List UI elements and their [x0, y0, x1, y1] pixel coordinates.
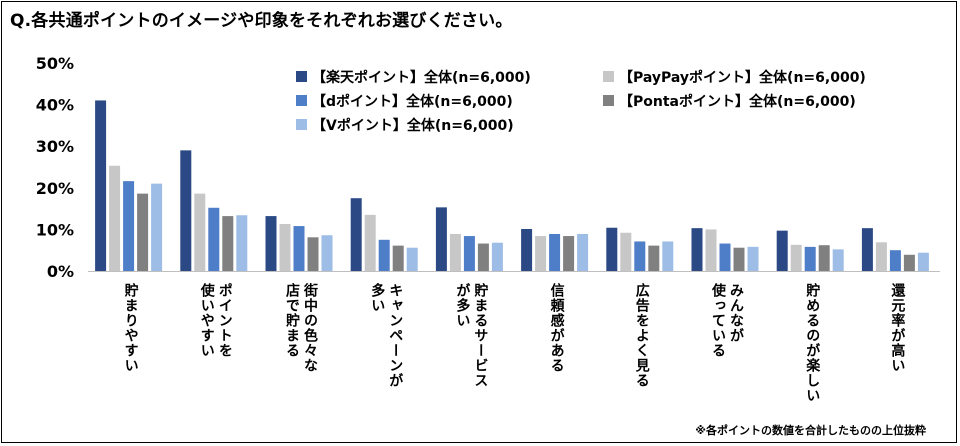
x-category-label: ポイントを 使いやすい — [198, 283, 233, 358]
x-category-label: 貯まりやすい — [122, 283, 139, 373]
question-title: Q.各共通ポイントのイメージや印象をそれぞれお選びください。 — [10, 11, 513, 31]
bar — [606, 227, 618, 271]
bar — [180, 150, 192, 271]
bar — [620, 232, 632, 271]
bar — [208, 207, 220, 271]
legend-swatch — [296, 71, 307, 82]
x-category-label: みんなが 使っている — [710, 283, 744, 358]
bar — [435, 207, 447, 271]
bar — [903, 254, 915, 271]
bar — [350, 198, 362, 271]
bar — [321, 235, 333, 271]
y-tick-label: 40% — [36, 96, 74, 115]
bar — [449, 233, 461, 271]
bar — [804, 246, 816, 271]
bar — [265, 216, 277, 271]
bar — [719, 243, 731, 271]
legend-label: 【Pontaポイント】全体(n=6,000) — [619, 93, 856, 110]
x-category-label: 貯めるのが楽しい — [804, 283, 821, 403]
bar — [491, 242, 503, 271]
bar — [279, 223, 291, 271]
bar — [194, 193, 206, 271]
x-category-label: 貯まるサービス が多い — [454, 283, 489, 388]
bar — [151, 183, 163, 271]
legend-swatch — [296, 119, 307, 130]
bar — [889, 250, 901, 271]
y-tick-label: 30% — [36, 137, 74, 156]
bar — [776, 230, 788, 271]
bar — [662, 241, 674, 271]
bar — [521, 228, 533, 271]
bar — [861, 228, 873, 271]
x-category-label: 信頼感がある — [548, 283, 565, 373]
bar — [378, 239, 390, 271]
footnote: ※各ポイントの数値を合計したものの上位抜粋 — [695, 424, 926, 437]
bar — [137, 193, 149, 271]
bar — [818, 245, 830, 271]
legend-label: 【Vポイント】全体(n=6,000) — [312, 117, 514, 134]
legend-swatch — [296, 95, 307, 106]
legend-swatch — [603, 95, 614, 106]
bar — [109, 165, 121, 271]
x-category-label: 広告をよく見る — [633, 283, 650, 388]
bar — [123, 181, 135, 271]
bar — [577, 233, 589, 271]
bar — [790, 244, 802, 271]
bar — [293, 226, 305, 271]
bar — [832, 249, 844, 271]
bar — [364, 214, 376, 271]
bar — [875, 242, 887, 271]
legend-label: 【楽天ポイント】全体(n=6,000) — [312, 69, 531, 86]
bar — [733, 247, 745, 271]
y-tick-label: 20% — [36, 179, 74, 198]
bar — [747, 246, 759, 271]
bar — [222, 216, 234, 271]
y-tick-label: 10% — [36, 220, 74, 239]
bar — [549, 233, 561, 271]
bar — [917, 252, 929, 271]
bar — [463, 236, 475, 271]
bar — [535, 236, 547, 271]
legend-swatch — [603, 71, 614, 82]
bar — [236, 215, 248, 271]
legend-label: 【PayPayポイント】全体(n=6,000) — [619, 69, 866, 86]
bar — [406, 247, 418, 271]
x-category-label: 街中の色々な 店で貯まる — [284, 283, 318, 373]
bar — [392, 245, 404, 271]
bar — [705, 229, 717, 271]
x-category-label: 還元率が高い — [889, 283, 906, 373]
bar — [634, 241, 646, 271]
bar — [307, 237, 319, 271]
bar — [95, 100, 107, 271]
x-category-label: キャンペーンが 多い — [369, 283, 404, 388]
y-tick-label: 50% — [36, 54, 74, 73]
y-tick-label: 0% — [47, 262, 74, 281]
bar — [691, 228, 703, 271]
bar — [648, 245, 660, 271]
legend-label: 【dポイント】全体(n=6,000) — [312, 93, 513, 110]
bar — [563, 236, 575, 271]
bar — [477, 243, 489, 271]
